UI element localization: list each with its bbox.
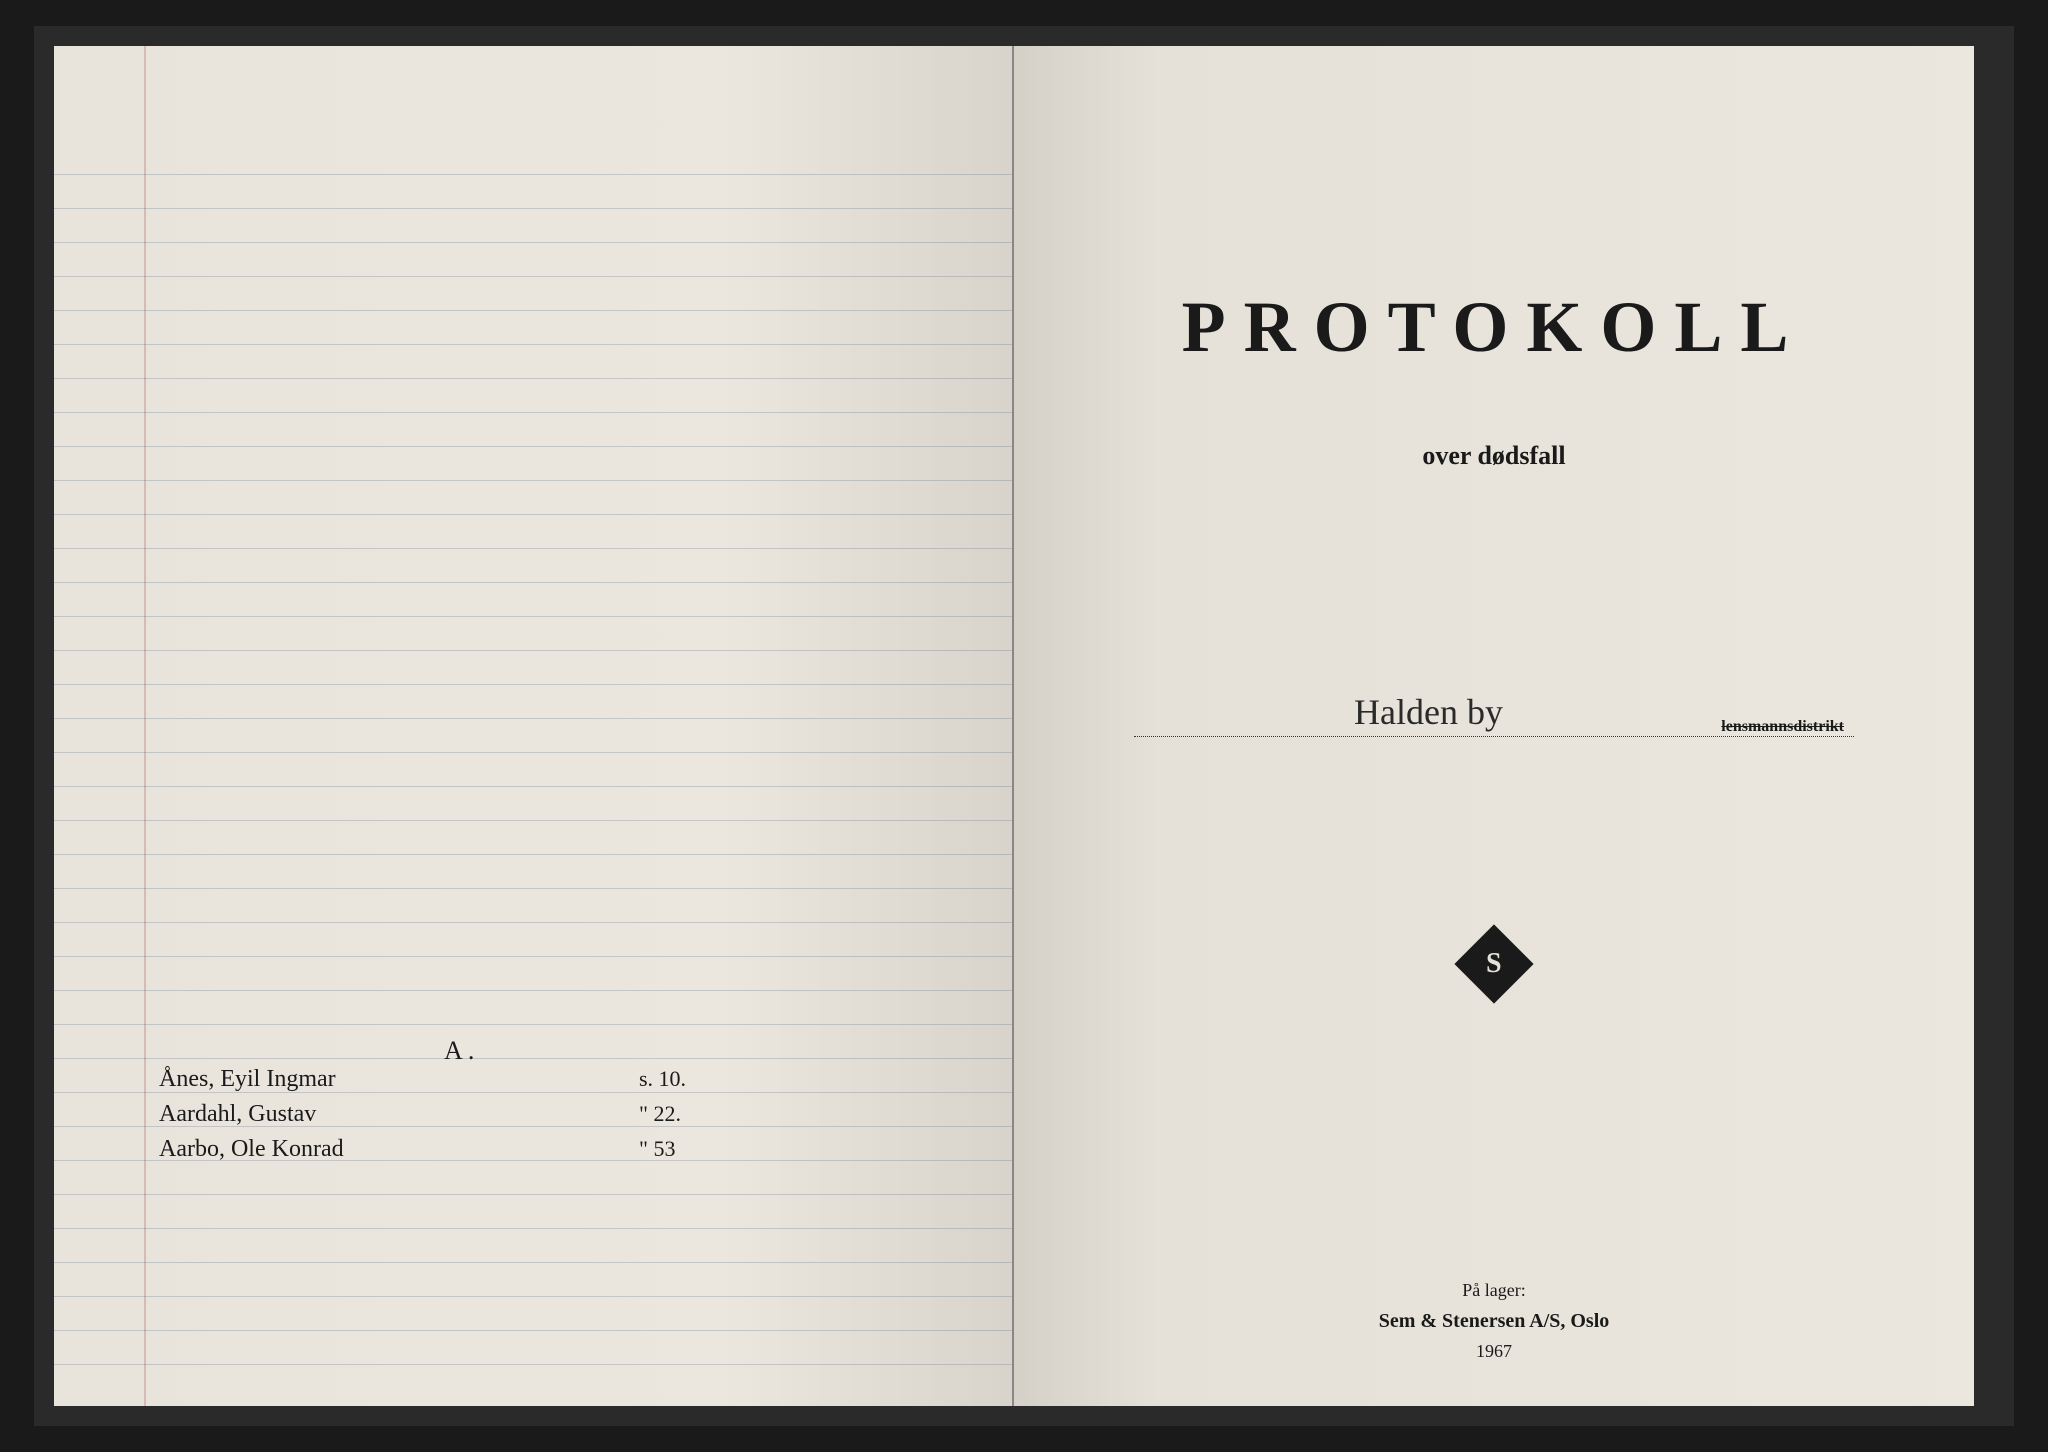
index-entries: Ånes, Eyil Ingmar s. 10. Aardahl, Gustav… <box>159 1066 686 1171</box>
document-subtitle: over dødsfall <box>1014 441 1974 471</box>
index-entry: Aarbo, Ole Konrad " 53 <box>159 1136 686 1163</box>
ruled-lines <box>54 141 1012 1406</box>
entry-name: Aarbo, Ole Konrad <box>159 1136 639 1163</box>
publisher-year: 1967 <box>1014 1337 1974 1366</box>
entry-page-ref: s. 10. <box>639 1066 686 1093</box>
publisher-info: På lager: Sem & Stenersen A/S, Oslo 1967 <box>1014 1276 1974 1366</box>
district-label: lensmannsdistrikt <box>1721 718 1844 736</box>
right-page: PROTOKOLL over dødsfall Halden by lensma… <box>1014 46 1974 1406</box>
book-spread: A . Ånes, Eyil Ingmar s. 10. Aardahl, Gu… <box>34 26 2014 1426</box>
entry-page-ref: " 22. <box>639 1101 681 1128</box>
entry-name: Aardahl, Gustav <box>159 1101 639 1128</box>
entry-name: Ånes, Eyil Ingmar <box>159 1066 639 1093</box>
publisher-label: På lager: <box>1014 1276 1974 1305</box>
section-letter: A . <box>444 1036 474 1066</box>
document-title: PROTOKOLL <box>1014 286 1974 369</box>
district-underline <box>1134 736 1854 737</box>
entry-page-ref: " 53 <box>639 1136 675 1163</box>
publisher-logo: S <box>1454 924 1533 1003</box>
logo-letter: S <box>1486 948 1502 980</box>
index-entry: Aardahl, Gustav " 22. <box>159 1101 686 1128</box>
left-page: A . Ånes, Eyil Ingmar s. 10. Aardahl, Gu… <box>54 46 1014 1406</box>
index-entry: Ånes, Eyil Ingmar s. 10. <box>159 1066 686 1093</box>
publisher-name: Sem & Stenersen A/S, Oslo <box>1014 1305 1974 1337</box>
district-name-handwritten: Halden by <box>1354 691 1503 733</box>
